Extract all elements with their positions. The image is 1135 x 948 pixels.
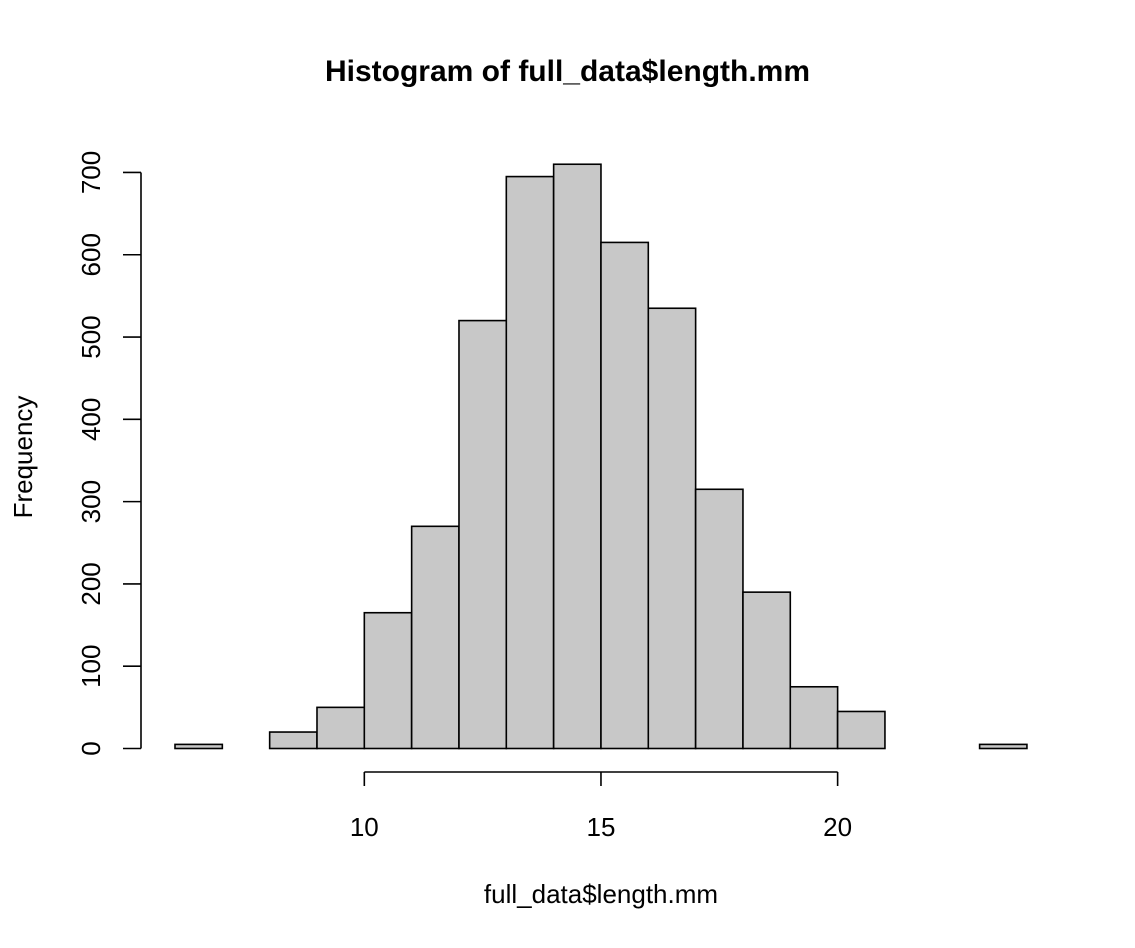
chart-title: Histogram of full_data$length.mm — [324, 55, 811, 88]
histogram-bar — [268, 731, 318, 750]
y-tick-label: 600 — [76, 233, 106, 276]
y-tick-label: 0 — [76, 741, 106, 755]
histogram-bars — [174, 163, 1028, 750]
y-tick-label: 100 — [76, 645, 106, 688]
histogram-bar — [410, 525, 460, 750]
x-tick-label: 20 — [823, 812, 852, 842]
x-axis-label: full_data$length.mm — [484, 879, 718, 909]
histogram-bar — [694, 488, 744, 750]
x-tick-label: 10 — [350, 812, 379, 842]
histogram-bar — [789, 685, 839, 750]
histogram-bar — [647, 307, 697, 750]
histogram-bar — [316, 706, 366, 750]
histogram-bar — [552, 163, 602, 750]
y-tick-label: 300 — [76, 480, 106, 523]
histogram-bar — [458, 319, 508, 750]
y-tick-label: 200 — [76, 562, 106, 605]
x-tick-label: 15 — [587, 812, 616, 842]
histogram-bar — [836, 710, 886, 750]
histogram-bar — [978, 743, 1028, 750]
y-tick-label: 500 — [76, 315, 106, 358]
histogram-bar — [174, 743, 224, 750]
histogram-bar — [505, 175, 555, 750]
x-axis: 10 15 20 — [350, 771, 852, 842]
histogram-bar — [363, 611, 413, 750]
histogram-bar — [600, 241, 650, 750]
histogram-bar — [742, 591, 792, 750]
y-tick-label: 400 — [76, 398, 106, 441]
y-axis-label: Frequency — [8, 396, 38, 519]
y-axis: 0 100 200 300 400 500 600 700 — [76, 151, 142, 756]
y-tick-label: 700 — [76, 151, 106, 194]
